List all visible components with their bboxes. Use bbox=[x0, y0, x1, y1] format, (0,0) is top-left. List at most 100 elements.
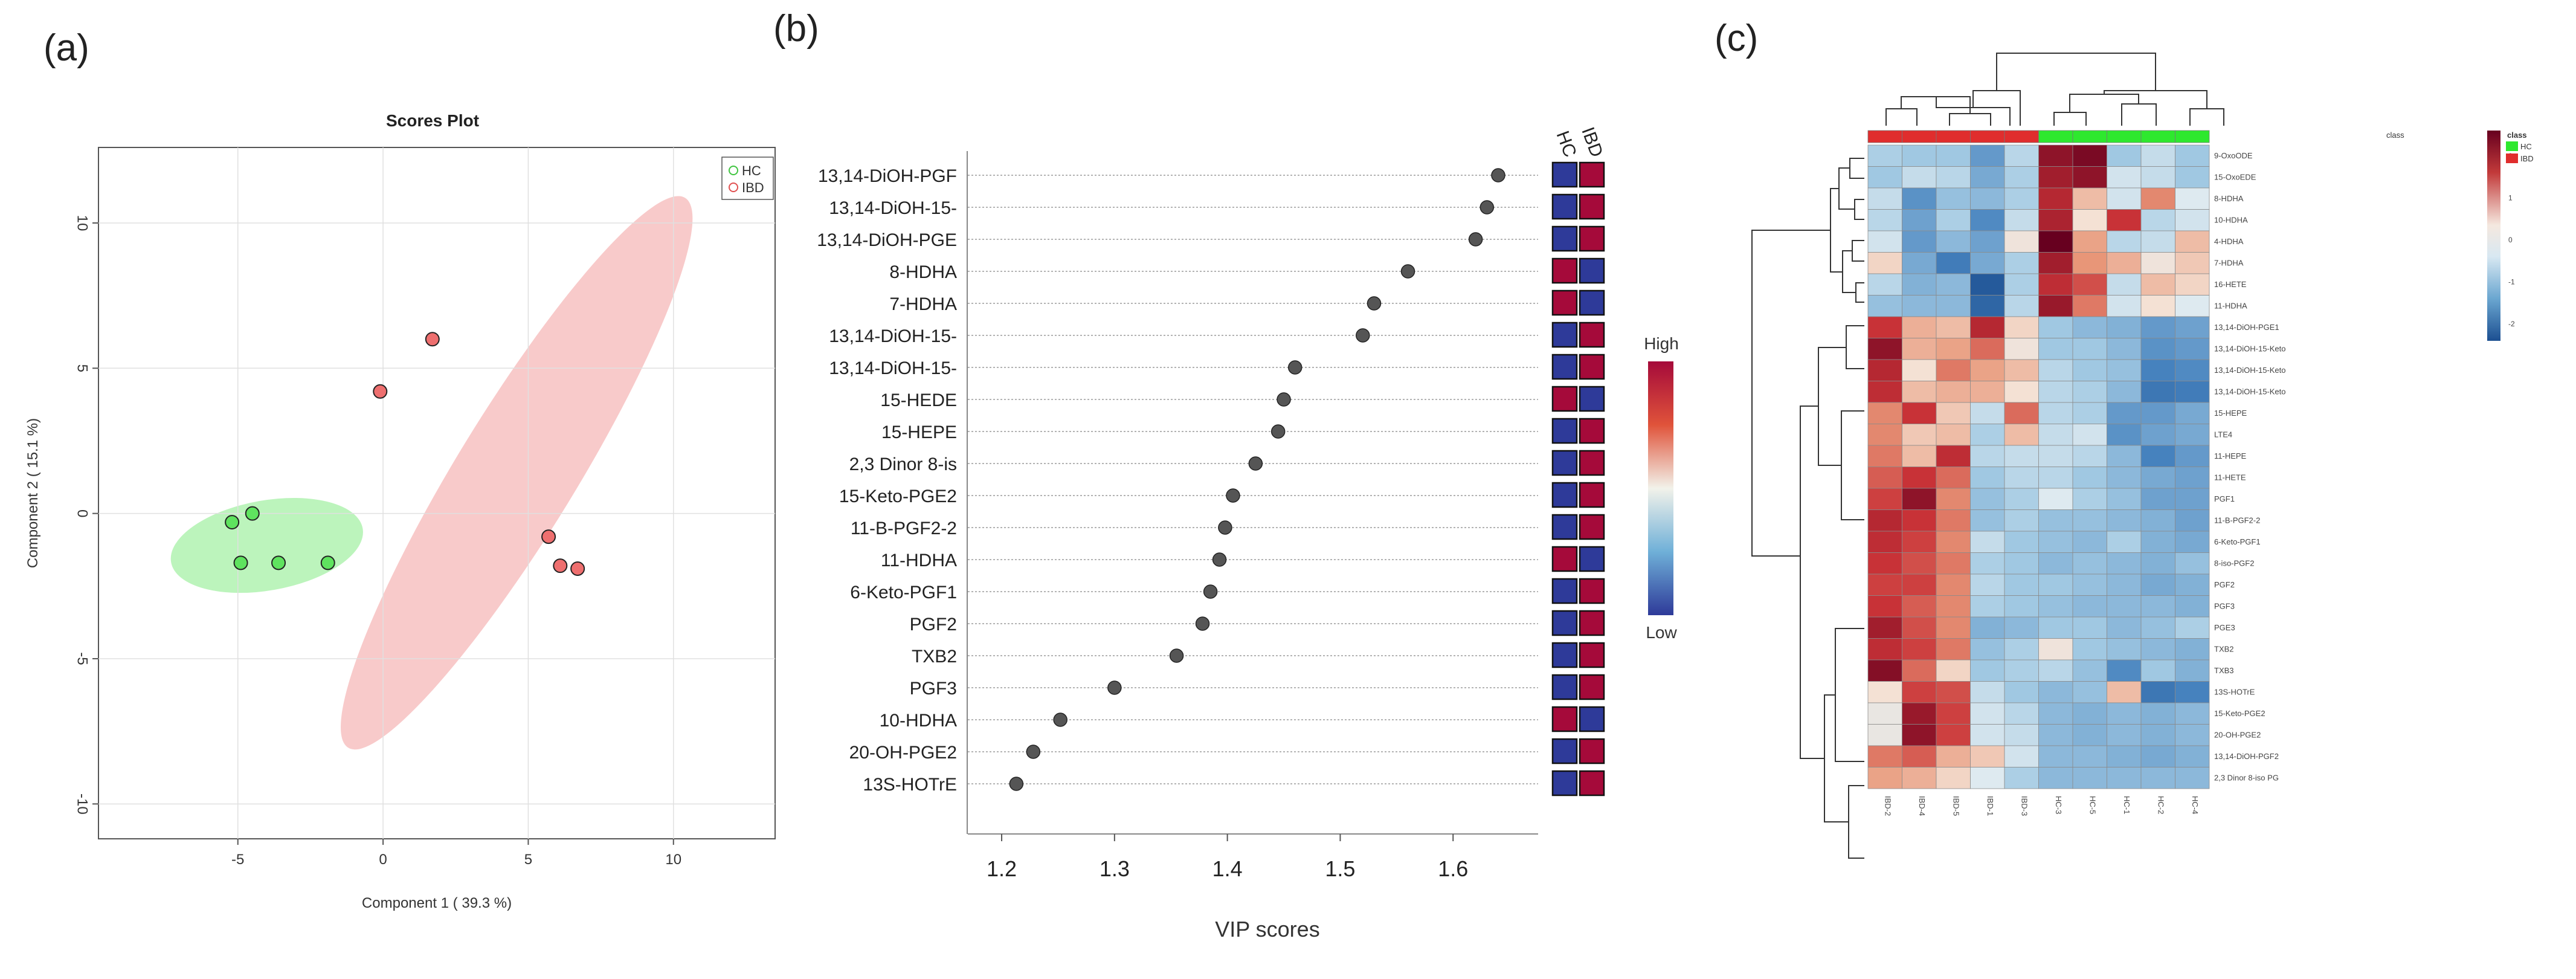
heatmap-cell bbox=[2004, 488, 2039, 510]
heatmap-cell bbox=[2038, 745, 2073, 767]
heatmap-cell bbox=[1867, 424, 1902, 446]
vip-box-ibd bbox=[1579, 257, 1605, 284]
heatmap-cell bbox=[2107, 316, 2142, 338]
vip-colorbar bbox=[1648, 361, 1673, 615]
heatmap-cell bbox=[1867, 445, 1902, 467]
heatmap-cell bbox=[2072, 144, 2107, 167]
scores-legend: HC IBD bbox=[721, 157, 774, 200]
heatmap-cell bbox=[2140, 745, 2175, 767]
heatmap-cell bbox=[1970, 574, 2005, 596]
vip-box-ibd bbox=[1579, 225, 1605, 252]
scores-plot-chart: Scores Plot -5 0 5 10 -10 -5 0 5 10 HC IBD Compo… bbox=[25, 111, 776, 911]
heatmap-cell bbox=[2107, 552, 2142, 575]
legend-ibd-label: IBD bbox=[742, 180, 764, 195]
heatmap-cell bbox=[2004, 252, 2039, 274]
vip-dot bbox=[1480, 200, 1495, 215]
heatmap-cell bbox=[1902, 359, 1937, 381]
heatmap-cell bbox=[2107, 338, 2142, 360]
vip-category-label: 13,14-DiOH-15- bbox=[829, 198, 957, 218]
column-dendrogram bbox=[1885, 53, 2224, 126]
legend-box bbox=[721, 157, 774, 200]
heatmap-cell bbox=[2004, 509, 2039, 532]
vip-dot bbox=[1107, 680, 1122, 695]
heatmap-cell bbox=[2004, 230, 2039, 253]
heatmap-cell bbox=[1970, 767, 2005, 789]
vip-box-hc bbox=[1551, 193, 1578, 220]
heatmap-cell bbox=[2175, 724, 2210, 746]
heatmap-cell bbox=[1936, 252, 1971, 274]
vip-box-hc bbox=[1551, 161, 1578, 188]
heatmap-cell bbox=[1936, 467, 1971, 489]
heatmap-cell bbox=[2140, 488, 2175, 510]
heatmap-cell bbox=[1970, 552, 2005, 575]
vip-category-label: 11-HDHA bbox=[881, 551, 957, 570]
heatmap-cell bbox=[1970, 638, 2005, 661]
heatmap-cell bbox=[1902, 295, 1937, 317]
vip-category-label: 13,14-DiOH-15- bbox=[829, 326, 957, 346]
heatmap-row-label: 4-HDHA bbox=[2214, 237, 2244, 246]
heatmap-cell bbox=[1970, 187, 2005, 210]
heatmap-cell bbox=[1867, 595, 1902, 618]
vip-box-ibd bbox=[1579, 450, 1605, 476]
heatmap-row-label: 13,14-DiOH-PGF2 bbox=[2214, 752, 2279, 761]
heatmap-cell bbox=[2175, 616, 2210, 639]
plot-frame bbox=[98, 147, 776, 839]
vip-xlabel: VIP scores bbox=[1215, 917, 1319, 942]
heatmap-cell bbox=[2175, 745, 2210, 767]
heatmap-cell bbox=[2107, 531, 2142, 553]
heatmap-cell bbox=[1936, 381, 1971, 403]
x-tick-label: 10 bbox=[665, 851, 681, 868]
point-hc bbox=[233, 555, 248, 570]
heatmap-cell bbox=[2038, 144, 2073, 167]
heatmap-cell bbox=[2140, 359, 2175, 381]
heatmap-cell bbox=[2038, 209, 2073, 231]
heatmap-cell bbox=[1936, 574, 1971, 596]
heatmap-cell bbox=[2175, 424, 2210, 446]
heatmap-cell bbox=[2107, 209, 2142, 231]
heatmap-cell bbox=[1936, 681, 1971, 703]
heatmap-cell bbox=[1867, 659, 1902, 682]
heatmap-cell bbox=[1867, 745, 1902, 767]
heatmap-cell bbox=[2072, 402, 2107, 424]
ellipse-ibd bbox=[341, 196, 693, 750]
ellipse-hc bbox=[170, 497, 363, 593]
panel-label-b: (b) bbox=[773, 8, 819, 50]
heatmap-cell bbox=[2140, 616, 2175, 639]
heatmap-cell bbox=[2004, 424, 2039, 446]
vip-box-hc bbox=[1551, 674, 1578, 700]
heatmap-cell bbox=[2175, 488, 2210, 510]
heatmap-row-label: PGF3 bbox=[2214, 601, 2235, 610]
heatmap-cells bbox=[1867, 144, 2210, 789]
heatmap-cell bbox=[2140, 144, 2175, 167]
point-ibd bbox=[425, 332, 440, 347]
heatmap-cell bbox=[2004, 745, 2039, 767]
heatmap-cell bbox=[2107, 659, 2142, 682]
point-ibd bbox=[570, 561, 585, 576]
heatmap-legend-title: class bbox=[2507, 131, 2527, 140]
heatmap-row-label: 15-HEPE bbox=[2214, 409, 2247, 418]
vip-colorbar-high: High bbox=[1644, 334, 1679, 353]
heatmap-cell bbox=[1936, 209, 1971, 231]
vip-category-label: 6-Keto-PGF1 bbox=[850, 583, 957, 603]
heatmap-cell bbox=[2038, 359, 2073, 381]
heatmap-cell bbox=[2072, 187, 2107, 210]
heatmap-cell bbox=[1902, 144, 1937, 167]
heatmap-row-label: 16-HETE bbox=[2214, 280, 2247, 289]
heatmap-cell bbox=[2175, 252, 2210, 274]
heatmap-cell bbox=[1902, 595, 1937, 618]
heatmap-cell bbox=[2140, 338, 2175, 360]
class-bar-cell bbox=[1970, 130, 2005, 143]
heatmap-cell bbox=[2107, 230, 2142, 253]
vip-box-ibd bbox=[1579, 321, 1605, 348]
heatmap-cell bbox=[1936, 273, 1971, 296]
heatmap-cell bbox=[1936, 724, 1971, 746]
heatmap-cell bbox=[2175, 144, 2210, 167]
heatmap-cell bbox=[2004, 702, 2039, 725]
heatmap-cell bbox=[2107, 616, 2142, 639]
heatmap-cell bbox=[2004, 681, 2039, 703]
vip-dot bbox=[1468, 232, 1483, 247]
heatmap-cell bbox=[2038, 552, 2073, 575]
heatmap-row-label: 7-HDHA bbox=[2214, 258, 2244, 267]
heatmap-column-label: IBD-1 bbox=[1986, 796, 1995, 816]
vip-box-ibd bbox=[1579, 610, 1605, 636]
